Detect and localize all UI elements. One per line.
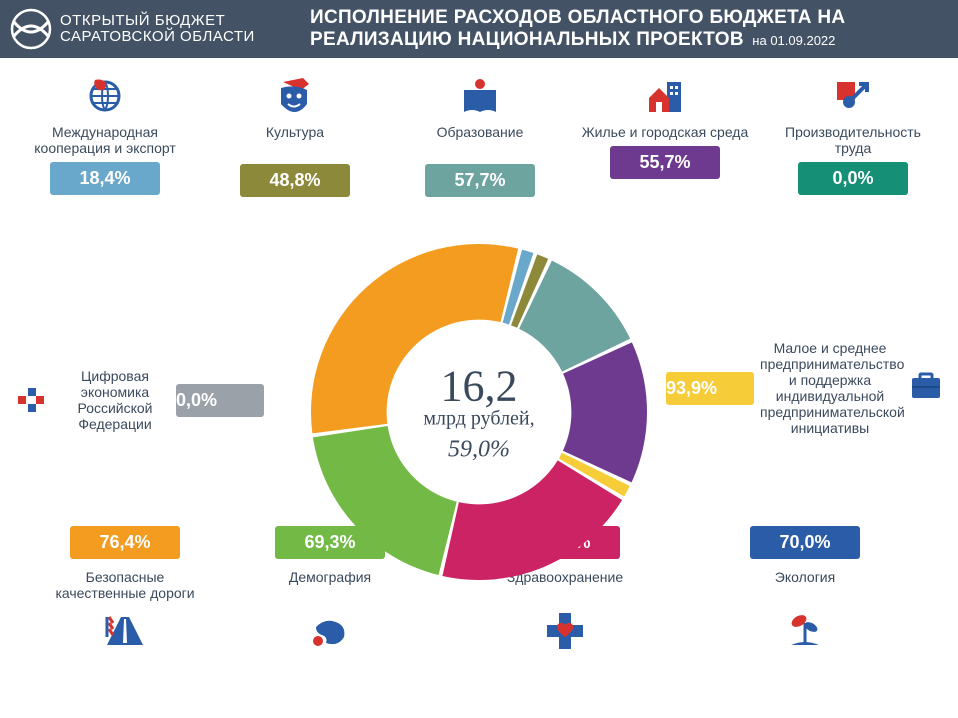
logo-icon [10, 8, 52, 50]
item-digital: Цифровая экономика Российской Федерации … [14, 368, 294, 432]
item-roads: 76,4% Безопасные качественные дороги [40, 526, 210, 653]
road-icon [40, 609, 210, 653]
item-business-label: Малое и среднее предпринимательство и по… [760, 340, 900, 437]
item-culture-label: Культура [210, 124, 380, 158]
briefcase-icon [906, 366, 946, 411]
donut-chart: 16,2 млрд рублей, 59,0% [300, 233, 658, 591]
item-ecology-pct: 70,0% [750, 526, 860, 559]
title-line2: РЕАЛИЗАЦИЮ НАЦИОНАЛЬНЫХ ПРОЕКТОВ [310, 29, 744, 50]
item-labor-label: Производительность труда [768, 124, 938, 156]
item-culture: Культура 48,8% [210, 76, 380, 197]
logo-block: ОТКРЫТЫЙ БЮДЖЕТ САРАТОВСКОЙ ОБЛАСТИ [10, 8, 310, 50]
item-education: Образование 57,7% [395, 76, 565, 197]
plant-icon [720, 609, 890, 653]
item-housing: Жилье и городская среда 55,7% [580, 76, 750, 179]
item-culture-pct: 48,8% [240, 164, 350, 197]
title-line1: ИСПОЛНЕНИЕ РАСХОДОВ ОБЛАСТНОГО БЮДЖЕТА Н… [310, 7, 845, 29]
title-text: ИСПОЛНЕНИЕ РАСХОДОВ ОБЛАСТНОГО БЮДЖЕТА Н… [310, 7, 845, 51]
center-amount: 16,2 [423, 361, 534, 412]
item-education-label: Образование [395, 124, 565, 158]
item-roads-label: Безопасные качественные дороги [40, 569, 210, 603]
item-housing-label: Жилье и городская среда [580, 124, 750, 140]
donut-center: 16,2 млрд рублей, 59,0% [423, 361, 534, 464]
pixel-icon [14, 378, 54, 423]
globe-icon [20, 76, 190, 120]
arrow-up-icon [768, 76, 938, 120]
item-education-pct: 57,7% [425, 164, 535, 197]
item-digital-label: Цифровая экономика Российской Федерации [60, 368, 170, 432]
title-date: на 01.09.2022 [752, 33, 835, 48]
item-business-pct: 93,9% [666, 372, 754, 405]
item-ecology: 70,0% Экология [720, 526, 890, 653]
mask-icon [210, 76, 380, 120]
item-labor: Производительность труда 0,0% [768, 76, 938, 195]
item-housing-pct: 55,7% [610, 146, 720, 179]
item-roads-pct: 76,4% [70, 526, 180, 559]
book-icon [395, 76, 565, 120]
item-labor-pct: 0,0% [798, 162, 908, 195]
item-intl-label: Международная кооперация и экспорт [20, 124, 190, 156]
center-pct: 59,0% [423, 437, 534, 464]
item-digital-pct: 0,0% [176, 384, 264, 417]
item-intl: Международная кооперация и экспорт 18,4% [20, 76, 190, 195]
content-area: Международная кооперация и экспорт 18,4%… [0, 58, 958, 718]
header: ОТКРЫТЫЙ БЮДЖЕТ САРАТОВСКОЙ ОБЛАСТИ ИСПО… [0, 0, 958, 58]
house-icon [580, 76, 750, 120]
item-business: 93,9% Малое и среднее предпринимательств… [666, 340, 956, 437]
center-unit: млрд рублей, [423, 408, 534, 431]
dove-icon [245, 609, 415, 653]
item-ecology-label: Экология [720, 569, 890, 603]
medical-cross-icon [480, 609, 650, 653]
logo-line2: САРАТОВСКОЙ ОБЛАСТИ [60, 29, 255, 46]
logo-line1: ОТКРЫТЫЙ БЮДЖЕТ [60, 13, 255, 30]
item-intl-pct: 18,4% [50, 162, 160, 195]
